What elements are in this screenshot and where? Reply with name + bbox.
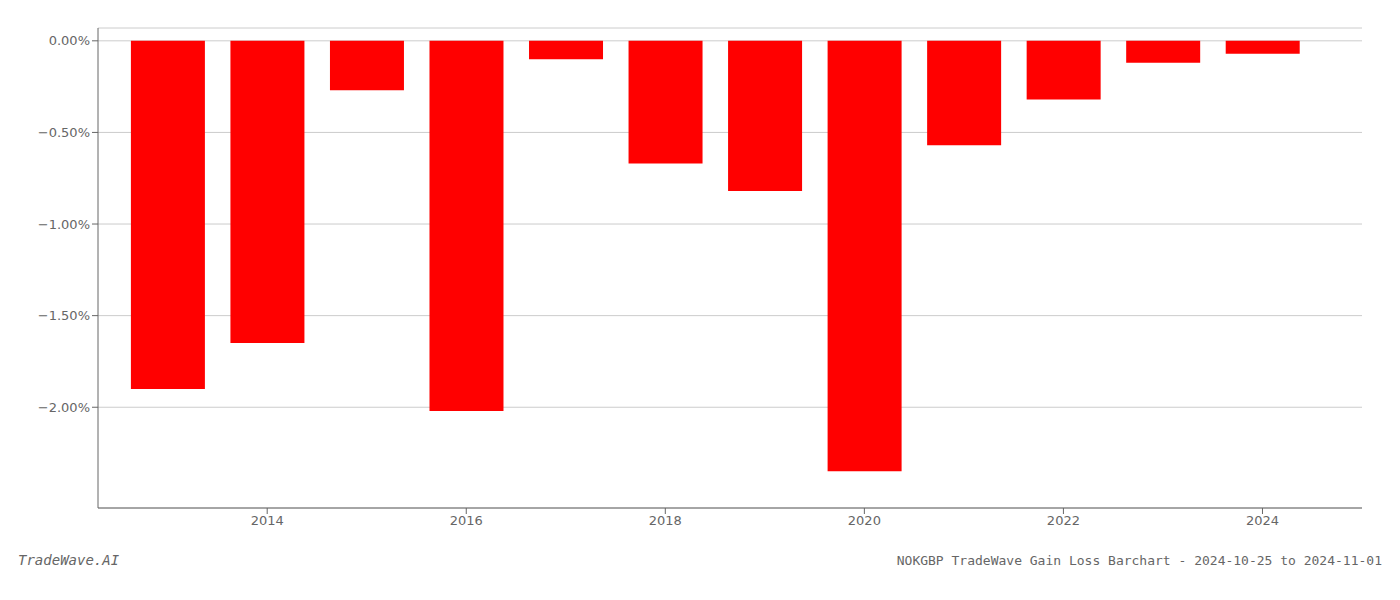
html-text:TradeWave.AI: TradeWave.AI — [18, 552, 120, 568]
svg-text:2020: 2020 — [848, 513, 881, 528]
svg-text:2024: 2024 — [1246, 513, 1279, 528]
html-text:NOKGBP TradeWave Gain Loss Bar: NOKGBP TradeWave Gain Loss Barchart - 20… — [896, 553, 1382, 568]
svg-text:−1.50%: −1.50% — [38, 308, 90, 323]
svg-text:2022: 2022 — [1047, 513, 1080, 528]
svg-text:−1.00%: −1.00% — [38, 217, 90, 232]
svg-text:2016: 2016 — [450, 513, 483, 528]
svg-text:2018: 2018 — [649, 513, 682, 528]
svg-text:−2.00%: −2.00% — [38, 400, 90, 415]
svg-text:0.00%: 0.00% — [49, 33, 90, 48]
svg-text:2014: 2014 — [251, 513, 284, 528]
svg-text:−0.50%: −0.50% — [38, 125, 90, 140]
